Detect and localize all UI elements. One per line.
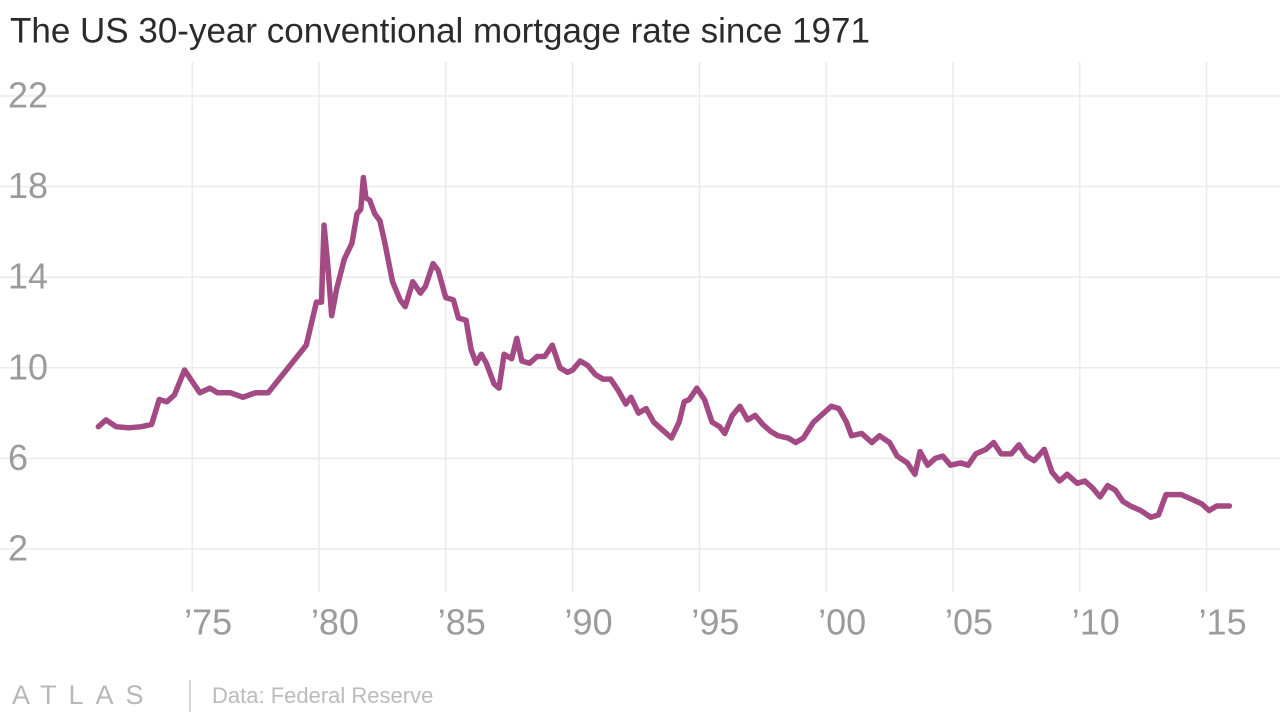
y-tick-label: 22 [8, 75, 48, 116]
brand: ATLAS [12, 680, 156, 710]
line [95, 174, 1233, 521]
x-tick-label: ’80 [311, 602, 359, 643]
x-tick-label: ’85 [438, 602, 486, 643]
y-tick-label: 6 [8, 437, 28, 478]
x-tick-label: ’15 [1199, 602, 1247, 643]
x-tick-label: ’90 [565, 602, 613, 643]
source: Data: Federal Reserve [212, 683, 433, 708]
x-tick-label: ’75 [184, 602, 232, 643]
y-tick-label: 18 [8, 165, 48, 206]
x-tick-label: ’00 [818, 602, 866, 643]
y-tick-label: 10 [8, 346, 48, 387]
y-tick-label: 14 [8, 256, 48, 297]
x-tick-label: ’95 [691, 602, 739, 643]
chart-title: The US 30-year conventional mortgage rat… [10, 11, 870, 50]
x-tick-label: ’05 [945, 602, 993, 643]
x-tick-label: ’10 [1072, 602, 1120, 643]
y-tick-label: 2 [8, 528, 28, 569]
